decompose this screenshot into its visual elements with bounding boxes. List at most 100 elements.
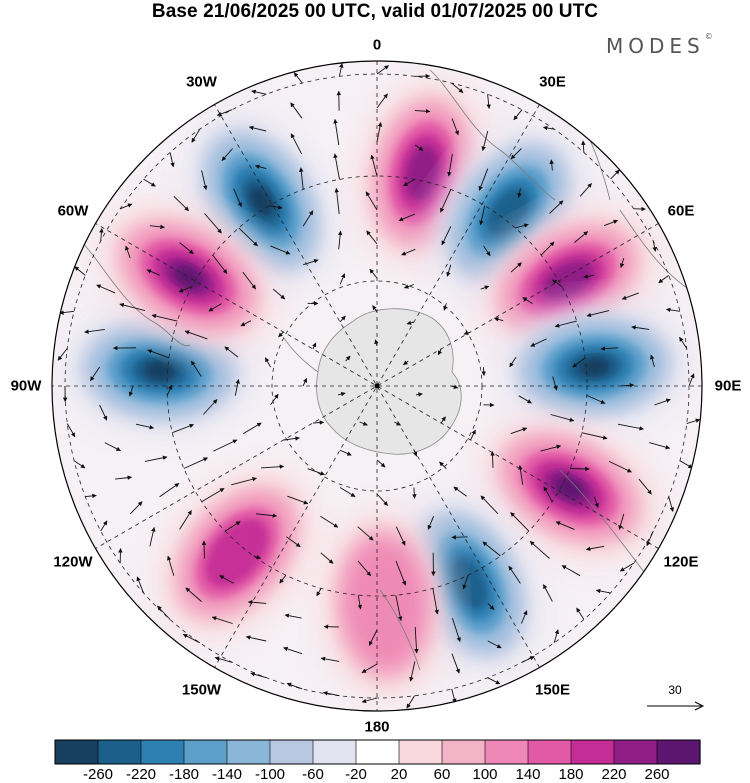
wind-vector bbox=[129, 501, 143, 515]
colorbar-tick-label: -20 bbox=[345, 766, 367, 783]
wind-vector bbox=[463, 330, 471, 335]
wind-vector bbox=[553, 629, 560, 643]
wind-vector bbox=[99, 228, 104, 242]
wind-vector bbox=[406, 695, 415, 709]
wind-vector bbox=[376, 93, 388, 109]
wind-vector bbox=[561, 565, 581, 577]
wind-vector bbox=[441, 226, 452, 246]
wind-vector bbox=[479, 205, 486, 226]
wind-vector bbox=[679, 460, 693, 469]
colorbar-tick-label: 140 bbox=[515, 766, 541, 783]
colorbar-tick-label: -220 bbox=[125, 766, 157, 783]
colorbar-cell bbox=[613, 739, 658, 765]
wind-vector bbox=[520, 610, 528, 624]
wind-vector bbox=[120, 203, 133, 210]
wind-vector bbox=[453, 486, 467, 497]
wind-vector bbox=[190, 360, 202, 377]
wind-vector bbox=[337, 391, 346, 397]
wind-vector bbox=[650, 354, 655, 368]
wind-vector bbox=[242, 271, 257, 290]
wind-vector bbox=[440, 416, 446, 424]
wind-vector bbox=[443, 303, 448, 311]
wind-vector bbox=[128, 385, 134, 397]
wind-vector bbox=[66, 423, 76, 438]
chart-title: Base 21/06/2025 00 UTC, valid 01/07/2025… bbox=[151, 1, 599, 22]
colorbar-cell bbox=[226, 739, 271, 765]
wind-vector bbox=[183, 457, 209, 469]
wind-vector bbox=[178, 286, 193, 293]
wind-vector bbox=[125, 245, 131, 259]
wind-vector bbox=[270, 245, 291, 255]
wind-vector bbox=[85, 493, 97, 499]
wind-vector bbox=[73, 460, 86, 469]
colorbar-tick-label: 260 bbox=[644, 766, 670, 783]
longitude-label-lon-0: 0 bbox=[372, 36, 382, 54]
wind-vector bbox=[333, 118, 340, 146]
colorbar-cell bbox=[183, 739, 228, 765]
anomaly-center bbox=[400, 496, 538, 672]
wind-vector bbox=[250, 672, 267, 679]
longitude-label-lon-120w: 120W bbox=[53, 553, 93, 570]
wind-vector bbox=[394, 421, 401, 426]
wind-vector bbox=[638, 478, 652, 495]
antarctica-landmass bbox=[283, 308, 462, 455]
wind-vector bbox=[600, 346, 619, 351]
wind-vector bbox=[617, 423, 644, 431]
wind-vector bbox=[619, 562, 635, 572]
wind-vector bbox=[618, 513, 625, 530]
wind-vector bbox=[585, 545, 605, 551]
colorbar-cell bbox=[269, 739, 314, 765]
colorbar-tick-label: -260 bbox=[82, 766, 114, 783]
wind-vector bbox=[339, 487, 356, 498]
wind-vector bbox=[572, 357, 586, 368]
wind-vector bbox=[529, 540, 550, 559]
wind-vector bbox=[646, 530, 654, 547]
colorbar-cell bbox=[97, 739, 142, 765]
brand-text: MODES bbox=[606, 34, 705, 58]
wind-vector bbox=[570, 466, 590, 472]
wind-vector bbox=[576, 607, 585, 620]
wind-vector bbox=[361, 663, 378, 674]
wind-vector bbox=[574, 231, 589, 243]
wind-vector bbox=[224, 521, 241, 532]
colorbar-cell bbox=[656, 739, 701, 765]
wind-vector bbox=[201, 170, 208, 191]
wind-vector bbox=[621, 292, 640, 300]
wind-vector bbox=[451, 688, 457, 704]
wind-vector bbox=[552, 279, 563, 287]
map-boundary bbox=[51, 60, 703, 712]
wind-vector bbox=[269, 205, 283, 210]
wind-vector bbox=[480, 285, 490, 290]
wind-vector bbox=[204, 213, 222, 234]
wind-vector bbox=[595, 588, 611, 594]
wind-vector bbox=[530, 338, 547, 347]
wind-vector bbox=[510, 427, 528, 435]
wind-vector bbox=[96, 284, 116, 294]
copyright-mark: © bbox=[704, 32, 713, 41]
wind-vector bbox=[543, 584, 553, 602]
wind-vector bbox=[357, 595, 363, 610]
wind-vector bbox=[84, 328, 105, 334]
wind-vector bbox=[414, 109, 431, 114]
wind-vector bbox=[395, 595, 403, 622]
wind-vector bbox=[631, 325, 650, 330]
wind-vector bbox=[184, 330, 208, 340]
wind-vector bbox=[144, 455, 168, 462]
wind-vector bbox=[522, 297, 533, 304]
wind-vector bbox=[316, 588, 322, 597]
wind-vector bbox=[490, 451, 495, 468]
wind-vector bbox=[403, 360, 409, 366]
colorbar-cell bbox=[527, 739, 572, 765]
wind-vector bbox=[182, 633, 201, 644]
wind-vector bbox=[303, 259, 319, 266]
wind-vector bbox=[487, 640, 502, 649]
wind-vector bbox=[518, 395, 532, 404]
colorbar-cell bbox=[570, 739, 615, 765]
wind-vector bbox=[413, 449, 418, 457]
wind-vector bbox=[401, 248, 416, 256]
wind-vector bbox=[451, 653, 460, 674]
wind-vector bbox=[172, 423, 195, 434]
wind-vector bbox=[586, 394, 606, 404]
wind-vector bbox=[649, 442, 671, 450]
